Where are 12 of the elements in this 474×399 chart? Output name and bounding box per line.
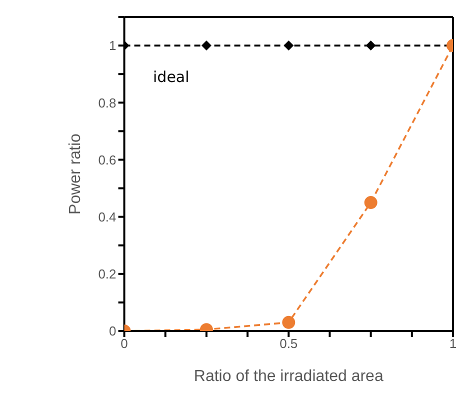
legend-label: ideal [153,68,190,86]
x-tick-label: 0.5 [280,336,298,352]
y-axis-title: Power ratio [66,133,84,214]
y-tick-label: 0.8 [98,95,116,110]
x-tick-label: 1 [449,336,457,352]
y-tick-label: 0.4 [98,209,116,224]
y-tick-label: 0.2 [98,266,116,282]
y-tick-label: 0 [109,324,116,339]
y-tick-label: 0.6 [98,152,116,168]
x-tick-label: 0 [120,336,128,352]
x-axis-title: Ratio of the irradiated area [194,368,384,385]
y-tick-label: 1 [109,38,116,54]
